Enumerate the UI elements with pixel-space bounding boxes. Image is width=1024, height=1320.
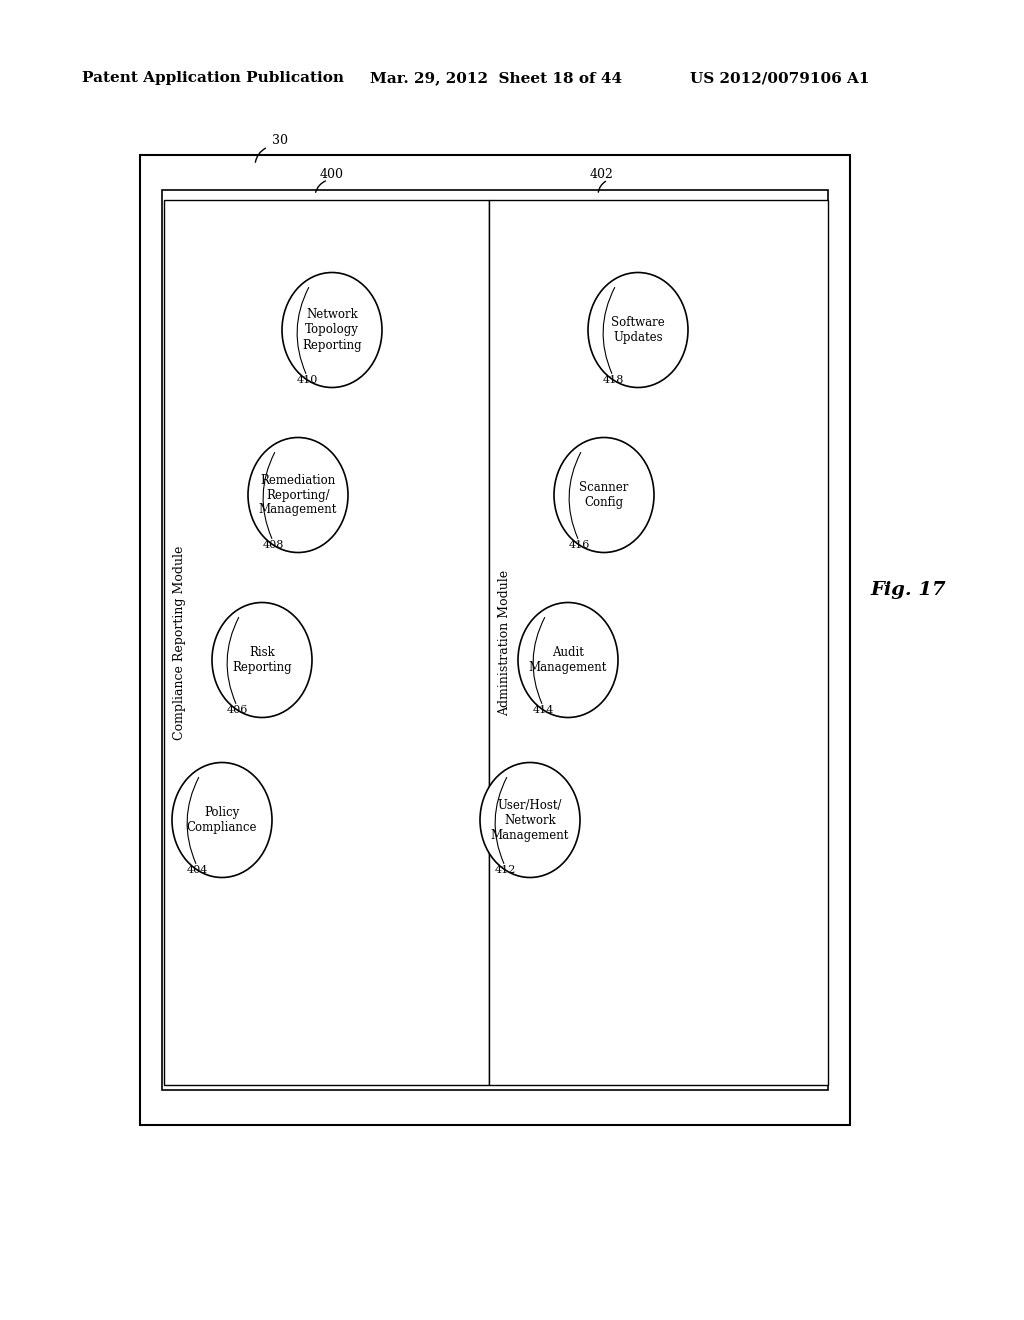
Text: Compliance Reporting Module: Compliance Reporting Module — [173, 545, 186, 739]
Text: 416: 416 — [569, 540, 591, 550]
Ellipse shape — [518, 602, 618, 718]
Text: 418: 418 — [603, 375, 625, 385]
Text: 30: 30 — [272, 133, 288, 147]
Text: 400: 400 — [319, 169, 344, 181]
Text: Remediation
Reporting/
Management: Remediation Reporting/ Management — [259, 474, 337, 516]
Text: Fig. 17: Fig. 17 — [870, 581, 945, 599]
Ellipse shape — [480, 763, 580, 878]
Text: US 2012/0079106 A1: US 2012/0079106 A1 — [690, 71, 869, 84]
Text: Risk
Reporting: Risk Reporting — [232, 645, 292, 675]
Text: 408: 408 — [263, 540, 285, 550]
Ellipse shape — [172, 763, 272, 878]
Ellipse shape — [554, 437, 654, 553]
Text: Policy
Compliance: Policy Compliance — [186, 807, 257, 834]
Text: 412: 412 — [495, 865, 516, 875]
Text: Software
Updates: Software Updates — [611, 315, 665, 345]
Text: Administration Module: Administration Module — [498, 569, 511, 715]
Text: 402: 402 — [590, 169, 613, 181]
Ellipse shape — [282, 272, 382, 388]
Bar — [164, 201, 489, 1085]
Text: 410: 410 — [297, 375, 318, 385]
Text: 406: 406 — [227, 705, 249, 715]
Text: 414: 414 — [534, 705, 554, 715]
Text: Audit
Management: Audit Management — [528, 645, 607, 675]
Text: User/Host/
Network
Management: User/Host/ Network Management — [490, 799, 569, 842]
Text: Network
Topology
Reporting: Network Topology Reporting — [302, 309, 361, 351]
Text: Scanner
Config: Scanner Config — [580, 480, 629, 510]
Text: Mar. 29, 2012  Sheet 18 of 44: Mar. 29, 2012 Sheet 18 of 44 — [370, 71, 623, 84]
Ellipse shape — [248, 437, 348, 553]
Text: 404: 404 — [187, 865, 208, 875]
Bar — [140, 154, 850, 1125]
Text: Patent Application Publication: Patent Application Publication — [82, 71, 344, 84]
Bar — [162, 190, 828, 1090]
Ellipse shape — [212, 602, 312, 718]
Bar — [489, 201, 828, 1085]
Ellipse shape — [588, 272, 688, 388]
